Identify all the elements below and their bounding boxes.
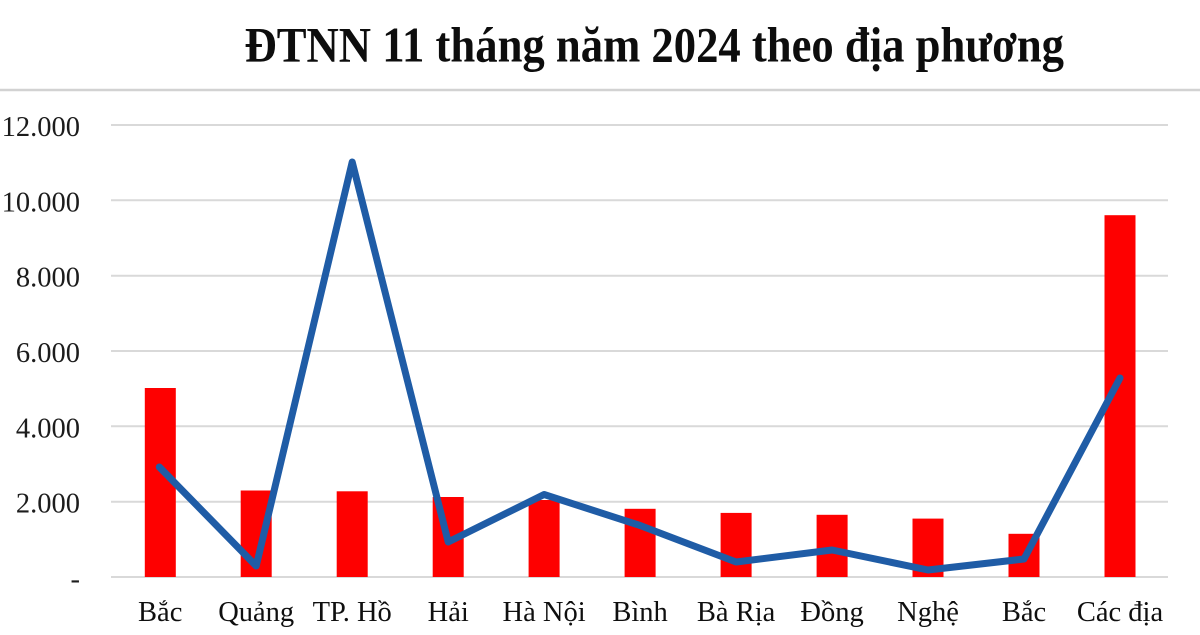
svg-text:Bắc: Bắc: [1002, 597, 1046, 628]
svg-text:Bà Rịa: Bà Rịa: [697, 597, 776, 628]
svg-text:2.000: 2.000: [16, 489, 80, 520]
svg-text:10.000: 10.000: [2, 187, 80, 218]
svg-text:Bắc: Bắc: [138, 597, 182, 628]
svg-text:Bình: Bình: [612, 597, 667, 628]
svg-text:TP. Hồ: TP. Hồ: [313, 597, 392, 628]
svg-text:Hà Nội: Hà Nội: [503, 597, 586, 628]
svg-text:Hải: Hải: [428, 597, 469, 628]
svg-text:12.000: 12.000: [2, 112, 80, 143]
svg-text:-: -: [71, 564, 81, 595]
svg-text:ĐTNN 11 tháng năm 2024 theo đị: ĐTNN 11 tháng năm 2024 theo địa phương: [245, 17, 1065, 73]
svg-text:8.000: 8.000: [16, 263, 80, 294]
svg-text:Các địa: Các địa: [1077, 597, 1164, 628]
svg-text:6.000: 6.000: [16, 338, 80, 369]
svg-text:Quảng: Quảng: [218, 597, 294, 628]
svg-text:Nghệ: Nghệ: [897, 597, 959, 628]
svg-text:4.000: 4.000: [16, 413, 80, 444]
svg-text:Đồng: Đồng: [800, 597, 863, 628]
